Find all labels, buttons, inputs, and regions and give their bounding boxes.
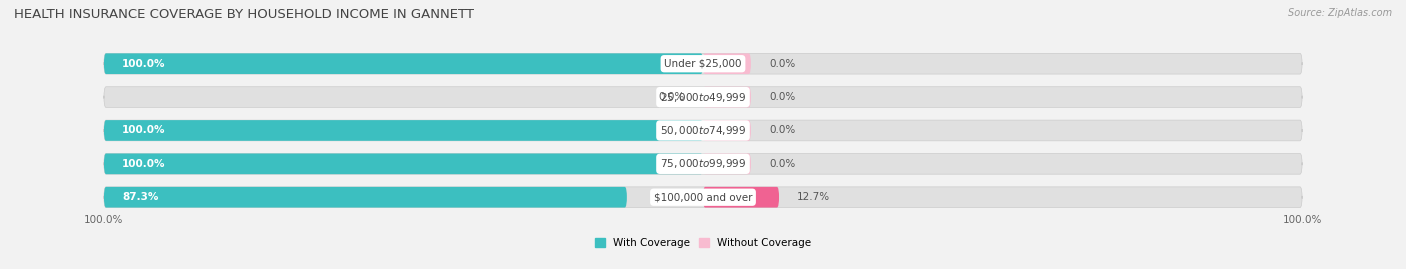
FancyBboxPatch shape (104, 187, 1302, 208)
Text: 0.0%: 0.0% (769, 59, 796, 69)
Text: 100.0%: 100.0% (122, 125, 166, 136)
Legend: With Coverage, Without Coverage: With Coverage, Without Coverage (595, 238, 811, 248)
FancyBboxPatch shape (104, 120, 1302, 141)
Text: Under $25,000: Under $25,000 (664, 59, 742, 69)
Text: $50,000 to $74,999: $50,000 to $74,999 (659, 124, 747, 137)
FancyBboxPatch shape (104, 154, 703, 174)
Text: 0.0%: 0.0% (769, 159, 796, 169)
FancyBboxPatch shape (104, 187, 627, 208)
FancyBboxPatch shape (104, 87, 1302, 107)
FancyBboxPatch shape (104, 53, 703, 74)
Text: 0.0%: 0.0% (659, 92, 685, 102)
Text: 100.0%: 100.0% (1282, 215, 1322, 225)
FancyBboxPatch shape (703, 154, 751, 174)
FancyBboxPatch shape (703, 53, 751, 74)
FancyBboxPatch shape (104, 120, 703, 141)
FancyBboxPatch shape (104, 53, 1302, 74)
Text: 12.7%: 12.7% (797, 192, 830, 202)
Text: $100,000 and over: $100,000 and over (654, 192, 752, 202)
Text: 100.0%: 100.0% (84, 215, 124, 225)
Text: 0.0%: 0.0% (769, 125, 796, 136)
FancyBboxPatch shape (703, 120, 751, 141)
Text: Source: ZipAtlas.com: Source: ZipAtlas.com (1288, 8, 1392, 18)
FancyBboxPatch shape (703, 187, 779, 208)
Text: $25,000 to $49,999: $25,000 to $49,999 (659, 91, 747, 104)
FancyBboxPatch shape (104, 154, 1302, 174)
Text: 87.3%: 87.3% (122, 192, 159, 202)
Text: 0.0%: 0.0% (769, 92, 796, 102)
Text: 100.0%: 100.0% (122, 59, 166, 69)
FancyBboxPatch shape (703, 87, 751, 107)
Text: $75,000 to $99,999: $75,000 to $99,999 (659, 157, 747, 170)
Text: HEALTH INSURANCE COVERAGE BY HOUSEHOLD INCOME IN GANNETT: HEALTH INSURANCE COVERAGE BY HOUSEHOLD I… (14, 8, 474, 21)
Text: 100.0%: 100.0% (122, 159, 166, 169)
